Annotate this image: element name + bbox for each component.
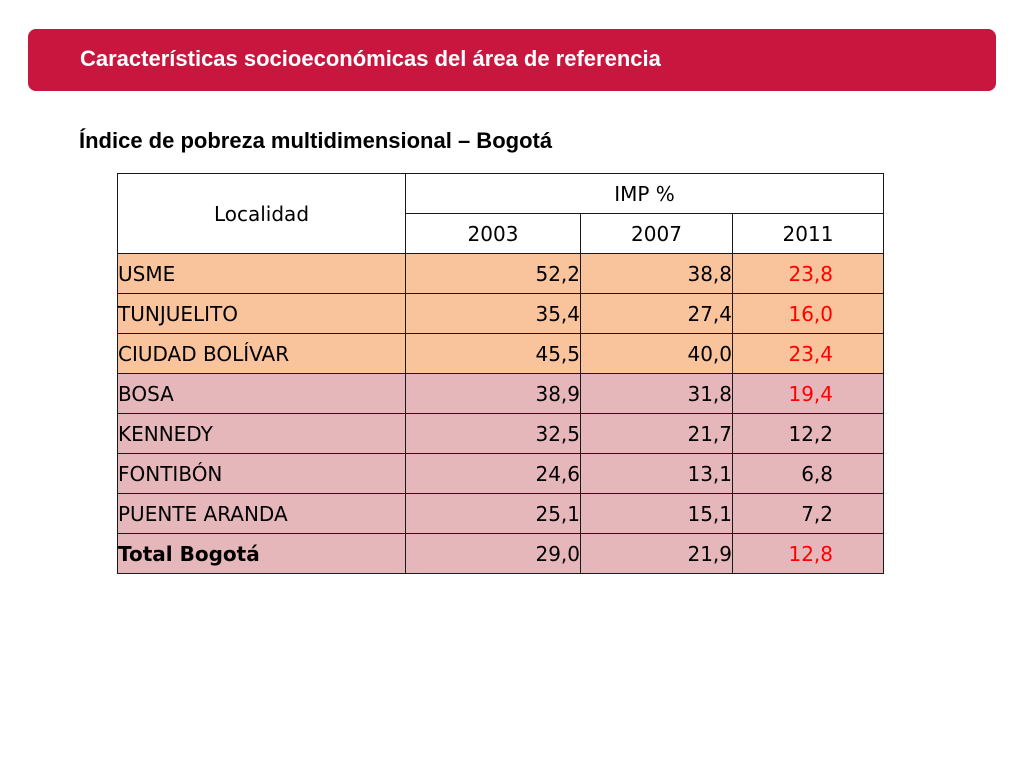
value-2003-cell: 25,1 — [405, 493, 581, 534]
table-row: TUNJUELITO 35,4 27,4 16,0 — [117, 293, 884, 334]
locality-cell: CIUDAD BOLÍVAR — [117, 333, 406, 374]
value-2007-cell: 27,4 — [580, 293, 733, 334]
value-2003-cell: 38,9 — [405, 373, 581, 414]
locality-cell: PUENTE ARANDA — [117, 493, 406, 534]
value-2011-cell: 12,8 — [732, 533, 884, 574]
locality-cell: KENNEDY — [117, 413, 406, 454]
imp-header: IMP % — [405, 173, 884, 214]
value-2003-cell: 45,5 — [405, 333, 581, 374]
value-2011-cell: 6,8 — [732, 453, 884, 494]
value-2007-cell: 13,1 — [580, 453, 733, 494]
table-row: USME 52,2 38,8 23,8 — [117, 253, 884, 294]
table-row: CIUDAD BOLÍVAR 45,5 40,0 23,4 — [117, 333, 884, 374]
table-row-total: Total Bogotá 29,0 21,9 12,8 — [117, 533, 884, 574]
page-subtitle: Índice de pobreza multidimensional – Bog… — [79, 128, 553, 153]
table-row: KENNEDY 32,5 21,7 12,2 — [117, 413, 884, 454]
value-2011-cell: 23,8 — [732, 253, 884, 294]
table-row: PUENTE ARANDA 25,1 15,1 7,2 — [117, 493, 884, 534]
year-header-2007: 2007 — [580, 213, 733, 254]
locality-cell-total: Total Bogotá — [117, 533, 406, 574]
value-2003-cell: 29,0 — [405, 533, 581, 574]
value-2003-cell: 35,4 — [405, 293, 581, 334]
value-2007-cell: 38,8 — [580, 253, 733, 294]
year-header-2011: 2011 — [732, 213, 884, 254]
value-2011-cell: 23,4 — [732, 333, 884, 374]
value-2011-cell: 7,2 — [732, 493, 884, 534]
value-2011-cell: 19,4 — [732, 373, 884, 414]
value-2007-cell: 21,7 — [580, 413, 733, 454]
value-2007-cell: 21,9 — [580, 533, 733, 574]
value-2003-cell: 24,6 — [405, 453, 581, 494]
locality-header: Localidad — [117, 173, 406, 254]
table-row: FONTIBÓN 24,6 13,1 6,8 — [117, 453, 884, 494]
locality-cell: USME — [117, 253, 406, 294]
value-2007-cell: 40,0 — [580, 333, 733, 374]
table-row: BOSA 38,9 31,8 19,4 — [117, 373, 884, 414]
value-2007-cell: 15,1 — [580, 493, 733, 534]
header-bar: Características socioeconómicas del área… — [28, 29, 996, 91]
value-2003-cell: 52,2 — [405, 253, 581, 294]
value-2007-cell: 31,8 — [580, 373, 733, 414]
locality-cell: TUNJUELITO — [117, 293, 406, 334]
year-header-2003: 2003 — [405, 213, 581, 254]
poverty-index-table: Localidad IMP % 2003 2007 2011 USME 52,2… — [117, 173, 884, 574]
locality-cell: BOSA — [117, 373, 406, 414]
value-2003-cell: 32,5 — [405, 413, 581, 454]
header-title: Características socioeconómicas del área… — [80, 46, 661, 71]
locality-cell: FONTIBÓN — [117, 453, 406, 494]
value-2011-cell: 12,2 — [732, 413, 884, 454]
value-2011-cell: 16,0 — [732, 293, 884, 334]
